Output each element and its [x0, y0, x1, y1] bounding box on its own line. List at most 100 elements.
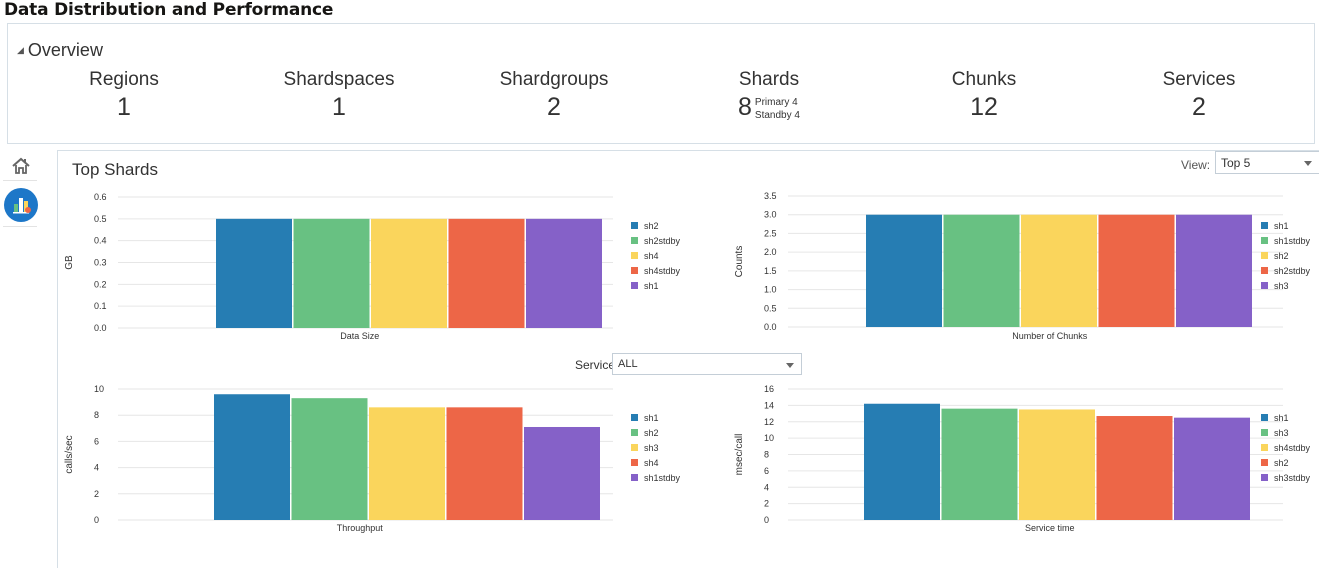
bar-sh3[interactable] [1176, 214, 1252, 327]
x-axis-label: Data Size [340, 331, 379, 341]
stat-value: 1 [332, 93, 346, 121]
home-icon[interactable] [9, 154, 33, 178]
legend-label: sh4 [644, 251, 659, 261]
bar-sh4stdby[interactable] [448, 218, 525, 328]
y-tick-label: 2.5 [764, 228, 777, 238]
shards-standby: Standby 4 [754, 109, 800, 121]
y-tick-label: 2 [764, 499, 769, 509]
bar-sh2stdby[interactable] [1098, 214, 1175, 327]
bar-sh2[interactable] [291, 398, 368, 520]
collapse-triangle-icon: ◢ [17, 45, 24, 55]
y-tick-label: 6 [94, 436, 99, 446]
bar-sh1[interactable] [214, 394, 290, 520]
chevron-down-icon [786, 363, 794, 368]
stat-shardspaces: Shardspaces 1 [274, 69, 404, 122]
y-tick-label: 0.6 [94, 192, 107, 202]
bar-sh4[interactable] [371, 218, 447, 328]
legend-label: sh3 [1274, 281, 1289, 291]
x-axis-label: Service time [1025, 523, 1075, 533]
bar-sh2stdby[interactable] [293, 218, 370, 328]
legend-swatch [1261, 237, 1268, 244]
y-tick-label: 0 [94, 515, 99, 525]
y-tick-label: 3.5 [764, 191, 777, 201]
service-label: Service [575, 358, 616, 372]
legend-swatch [1261, 444, 1268, 451]
y-tick-label: 0.5 [94, 214, 107, 224]
y-tick-label: 3.0 [764, 210, 777, 220]
legend-swatch [631, 252, 638, 259]
legend-label: sh1stdby [1274, 236, 1311, 246]
chunks-chart: 0.0 0.5 1.0 1.5 2.0 2.5 3.0 3.5 Counts Number of … [734, 191, 1311, 341]
y-tick-label: 0.4 [94, 236, 107, 246]
bar-sh4[interactable] [446, 407, 523, 520]
stat-label: Services [1162, 69, 1236, 90]
bar-sh3[interactable] [941, 408, 1018, 520]
bar-sh1stdby[interactable] [943, 214, 1020, 327]
legend-label: sh2stdby [644, 236, 681, 246]
legend-label: sh2stdby [1274, 266, 1311, 276]
page-title: Data Distribution and Performance [4, 0, 334, 20]
stat-chunks: Chunks 12 [934, 69, 1034, 122]
stat-label: Shardgroups [499, 69, 609, 90]
view-select-value: Top 5 [1221, 156, 1251, 170]
y-tick-label: 10 [94, 384, 104, 394]
y-axis-label: Counts [734, 246, 745, 278]
y-tick-label: 10 [764, 433, 774, 443]
x-axis-label: Number of Chunks [1012, 331, 1088, 341]
legend-label: sh2 [1274, 251, 1289, 261]
y-tick-label: 0 [764, 515, 769, 525]
y-tick-label: 2 [94, 489, 99, 499]
legend-swatch [1261, 429, 1268, 436]
bar-sh2[interactable] [1021, 214, 1097, 327]
legend-label: sh3stdby [1274, 473, 1311, 483]
legend-label: sh2 [1274, 458, 1289, 468]
sidebar [3, 150, 39, 230]
legend-swatch [631, 222, 638, 229]
legend-swatch [1261, 474, 1268, 481]
y-tick-label: 0.0 [764, 322, 777, 332]
y-tick-label: 4 [94, 463, 99, 473]
legend-swatch [1261, 414, 1268, 421]
bar-sh4stdby[interactable] [1019, 409, 1095, 520]
y-tick-label: 2.0 [764, 247, 777, 257]
top-shards-title: Top Shards [72, 160, 158, 179]
bar-sh1stdby[interactable] [524, 426, 600, 520]
legend-label: sh4 [644, 458, 659, 468]
bar-sh2[interactable] [1096, 416, 1173, 520]
y-axis-label: calls/sec [64, 435, 75, 473]
y-tick-label: 16 [764, 384, 774, 394]
y-tick-label: 8 [94, 410, 99, 420]
bar-sh2[interactable] [216, 218, 292, 328]
bar-sh3[interactable] [369, 407, 445, 520]
legend-swatch [1261, 252, 1268, 259]
legend-swatch [631, 444, 638, 451]
legend-swatch [631, 459, 638, 466]
y-tick-label: 12 [764, 417, 774, 427]
bar-sh3stdby[interactable] [1174, 417, 1250, 520]
bar-sh1[interactable] [866, 214, 942, 327]
sidebar-divider [3, 226, 37, 227]
y-tick-label: 6 [764, 466, 769, 476]
stat-value: 12 [970, 93, 998, 121]
service-select[interactable]: ALL [612, 353, 802, 375]
legend-swatch [631, 474, 638, 481]
view-select[interactable]: Top 5 [1215, 151, 1319, 174]
overview-panel: ◢ Overview Regions 1 Shardspaces 1 Shard… [7, 23, 1315, 144]
y-tick-label: 0.3 [94, 258, 107, 268]
stat-label: Regions [89, 69, 159, 90]
bar-sh1[interactable] [526, 218, 602, 328]
stat-shards: Shards 8 Primary 4 Standby 4 [719, 69, 819, 122]
legend-swatch [631, 429, 638, 436]
y-tick-label: 4 [764, 482, 769, 492]
x-axis-label: Throughput [337, 523, 384, 533]
y-axis-label: GB [64, 255, 75, 270]
bar-sh1[interactable] [864, 403, 940, 520]
y-tick-label: 0.1 [94, 301, 107, 311]
overview-title: Overview [27, 40, 103, 60]
overview-toggle[interactable]: ◢ Overview [17, 40, 103, 61]
y-axis-label: msec/call [734, 434, 745, 476]
y-tick-label: 1.5 [764, 266, 777, 276]
legend-swatch [1261, 282, 1268, 289]
dashboard-chart-icon[interactable] [4, 188, 38, 222]
stat-value: 2 [547, 93, 561, 121]
